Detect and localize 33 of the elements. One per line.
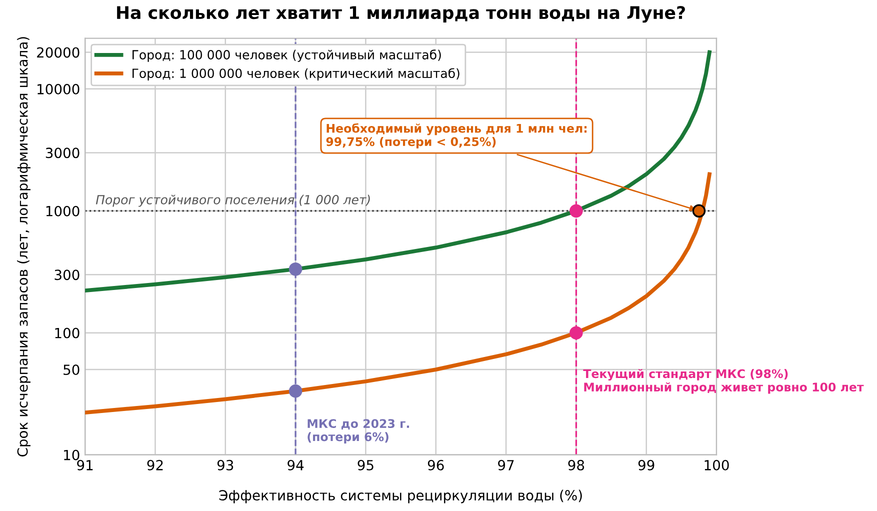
y-tick-label: 300	[54, 270, 80, 280]
annotation: Необходимый уровень для 1 млн чел: 99,75% (потери < 0,25%)	[326, 123, 587, 148]
point	[288, 262, 302, 276]
annotation: МКС до 2023 г. (потери 6%)	[308, 419, 409, 444]
point	[692, 204, 706, 218]
x-tick-label: 92	[147, 460, 163, 470]
legend-label: Город: 100 000 человек (устойчивый масштаб)	[132, 50, 441, 62]
y-tick-label: 10000	[38, 84, 80, 94]
ref-line-label: Порог устойчивого поселения (1 000 лет)	[96, 194, 370, 207]
x-tick-label: 100	[704, 460, 729, 470]
y-tick-label: 3000	[46, 148, 80, 158]
y-axis-title: Срок исчерпания запасов (лет, логарифмическая шкала)	[17, 37, 30, 456]
x-tick-label: 99	[638, 460, 654, 470]
x-tick-label: 98	[568, 460, 584, 470]
x-tick-label: 97	[498, 460, 514, 470]
x-tick-label: 95	[358, 460, 374, 470]
chart-title: На сколько лет хватит 1 миллиарда тонн воды на Луне?	[117, 6, 685, 23]
point	[570, 326, 583, 340]
point	[570, 204, 583, 218]
y-tick-label: 50	[64, 364, 80, 376]
x-tick-label: 91	[77, 460, 93, 470]
x-tick-label: 93	[217, 460, 234, 470]
x-tick-label: 96	[428, 460, 444, 470]
y-tick-label: 1000	[46, 206, 80, 216]
x-axis-title: Эффективность системы рециркуляции воды (%)	[219, 490, 582, 504]
legend-label: Город: 1 000 000 человек (критический масштаб)	[132, 68, 460, 80]
annotation: Текущий стандарт МКС (98%) Миллионный город живет ровно 100 лет	[583, 368, 864, 394]
y-tick-label: 10	[64, 450, 80, 460]
y-tick-label: 20000	[37, 47, 80, 58]
y-tick-label: 100	[55, 328, 80, 338]
point	[288, 384, 302, 398]
line-series	[85, 50, 712, 293]
x-tick-label: 94	[288, 460, 304, 470]
